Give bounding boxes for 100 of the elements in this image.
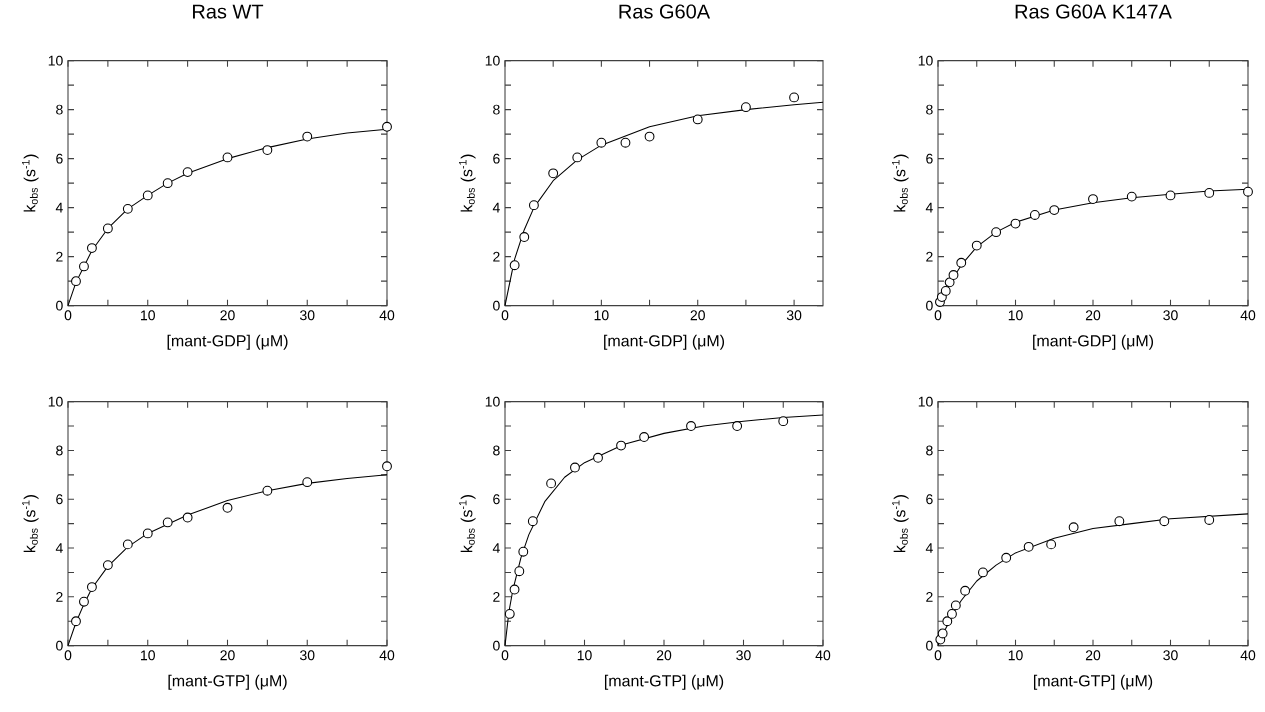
y-tick-label: 8: [56, 445, 63, 456]
y-tick-label: 2: [56, 251, 63, 262]
point: [620, 137, 631, 148]
y-tick-label: 2: [493, 251, 500, 262]
line-series: [67, 474, 388, 647]
y-axis-title: k$_{obs}$ (s$^{-1}$): [459, 495, 476, 553]
point: [971, 240, 982, 251]
x-axis-title: [mant-GTP] (μM): [168, 674, 287, 690]
point: [162, 178, 173, 189]
point: [950, 600, 961, 611]
y-tick-label: 6: [493, 494, 500, 505]
y-axis-title: k$_{obs}$ (s$^{-1}$): [22, 495, 39, 553]
point: [616, 440, 627, 451]
chart-title: Ras WT: [193, 4, 264, 19]
y-tick-label: 0: [493, 300, 500, 311]
x-tick-label: 10: [141, 310, 155, 321]
x-tick-label: 40: [815, 650, 831, 661]
y-tick-label: 6: [926, 153, 933, 164]
x-tick-label: 0: [64, 650, 72, 661]
y-tick-label: 6: [493, 153, 500, 164]
y-tick-label: 6: [56, 494, 63, 505]
x-tick-label: 30: [786, 310, 802, 321]
x-tick-label: 0: [64, 310, 72, 321]
x-tick-label: 20: [1085, 310, 1101, 321]
point: [548, 168, 559, 179]
point: [991, 227, 1002, 238]
y-tick-label: 8: [926, 445, 933, 456]
y-tick-label: 2: [926, 592, 933, 602]
x-tick-label: 40: [379, 310, 395, 321]
point: [947, 609, 957, 620]
y-tick-label: 4: [492, 203, 500, 213]
y-tick-label: 8: [926, 104, 933, 115]
point: [509, 584, 520, 595]
point: [262, 145, 273, 156]
x-axis-title: [mant-GDP] (μM): [1033, 334, 1154, 350]
point: [182, 512, 193, 523]
x-tick-label: 40: [1240, 310, 1256, 321]
point: [956, 258, 967, 268]
x-tick-label: 0: [501, 310, 509, 321]
y-tick-label: 6: [926, 494, 933, 505]
point: [639, 432, 650, 443]
y-tick-label: 8: [493, 445, 500, 456]
point: [262, 485, 273, 496]
y-tick-label: 4: [55, 543, 63, 554]
point: [1088, 194, 1098, 205]
point: [79, 596, 89, 607]
x-tick-label: 10: [1008, 650, 1023, 661]
y-tick-label: 6: [56, 153, 63, 164]
point: [1029, 210, 1040, 221]
point: [1001, 553, 1012, 563]
x-tick-label: 30: [299, 650, 315, 661]
point: [593, 452, 603, 463]
x-tick-label: 10: [594, 310, 609, 321]
point: [978, 567, 988, 578]
point: [86, 243, 97, 254]
x-axis-title: [mant-GDP] (μM): [604, 334, 725, 350]
point: [1023, 542, 1034, 552]
x-tick-label: 0: [501, 650, 509, 661]
x-tick-label: 20: [220, 310, 235, 321]
line-series: [504, 414, 824, 647]
y-tick-label: 10: [485, 396, 500, 407]
y-tick-label: 4: [925, 543, 933, 554]
point: [142, 528, 153, 539]
y-tick-label: 10: [48, 396, 63, 407]
y-tick-label: 10: [918, 55, 933, 66]
point: [222, 152, 233, 163]
x-tick-label: 10: [577, 650, 592, 661]
x-tick-label: 10: [141, 650, 155, 661]
y-tick-label: 2: [56, 592, 63, 602]
y-tick-label: 0: [493, 640, 500, 651]
y-tick-label: 8: [56, 104, 63, 115]
y-tick-label: 0: [56, 640, 63, 651]
point: [509, 260, 520, 271]
x-tick-label: 30: [1163, 310, 1178, 321]
y-tick-label: 8: [493, 104, 500, 115]
x-tick-label: 0: [934, 310, 942, 321]
point: [692, 114, 703, 125]
point: [142, 190, 153, 201]
y-tick-label: 0: [926, 640, 933, 651]
point: [778, 416, 789, 427]
point: [789, 92, 800, 103]
y-tick-label: 0: [926, 300, 933, 311]
point: [1204, 188, 1215, 199]
point: [1204, 515, 1215, 526]
point: [1243, 186, 1253, 197]
x-tick-label: 30: [736, 650, 751, 661]
point: [686, 421, 696, 432]
point: [1165, 190, 1176, 201]
point: [302, 131, 313, 142]
x-tick-label: 40: [379, 650, 395, 661]
y-tick-label: 10: [918, 396, 933, 407]
point: [1010, 218, 1021, 229]
x-tick-label: 20: [656, 650, 672, 661]
point: [122, 204, 133, 214]
point: [596, 137, 607, 148]
x-tick-label: 20: [690, 310, 705, 321]
point: [572, 152, 583, 163]
point: [1068, 522, 1079, 533]
x-tick-label: 20: [1085, 650, 1101, 661]
point: [1159, 516, 1170, 527]
